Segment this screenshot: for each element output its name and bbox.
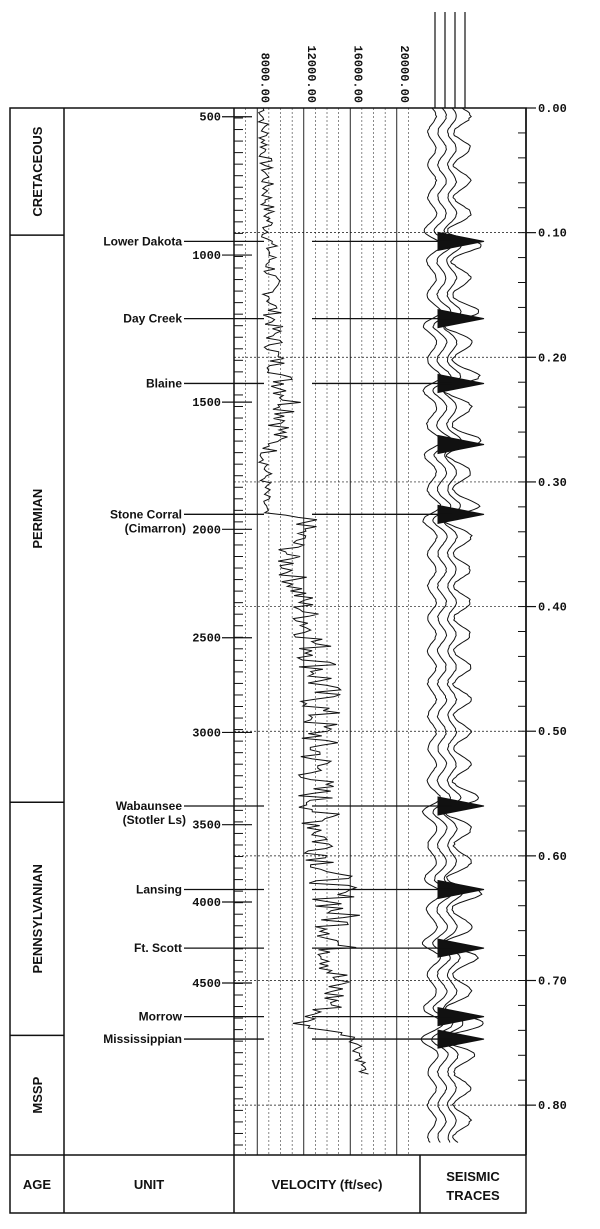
time-tick-label: 0.20 <box>538 351 567 365</box>
header-unit: UNIT <box>134 1177 164 1192</box>
velocity-log-curve <box>257 107 369 1075</box>
unit-label: Stone Corral <box>110 507 182 521</box>
age-label: CRETACEOUS <box>30 126 45 216</box>
header-age: AGE <box>23 1177 52 1192</box>
seismic-peak-fill <box>437 434 485 455</box>
unit-label: Morrow <box>139 1010 183 1024</box>
unit-label: Day Creek <box>123 312 182 326</box>
time-tick-label: 0.50 <box>538 725 567 739</box>
unit-label: Lansing <box>136 883 182 897</box>
velocity-tick-label: 16000.00 <box>350 45 364 103</box>
depth-tick-label: 500 <box>199 111 221 125</box>
depth-tick-label: 4500 <box>192 977 221 991</box>
age-label: PERMIAN <box>30 489 45 549</box>
depth-tick-label: 3500 <box>192 819 221 833</box>
header-traces: TRACES <box>446 1188 500 1203</box>
seismic-trace <box>420 107 444 1143</box>
time-tick-label: 0.30 <box>538 476 567 490</box>
header-seismic: SEISMIC <box>446 1169 500 1184</box>
seismic-trace <box>438 107 484 1143</box>
time-tick-label: 0.40 <box>538 601 567 615</box>
text-layer: CRETACEOUS PERMIAN PENNSYLVANIAN MSSP AGE UNI… <box>23 45 567 1203</box>
depth-tick-label: 4000 <box>192 896 221 910</box>
time-tick-label: 0.00 <box>538 102 567 116</box>
velocity-log-layer <box>257 107 369 1075</box>
depth-tick-label: 3000 <box>192 726 221 740</box>
age-label: MSSP <box>30 1076 45 1113</box>
frame-layer <box>9 107 527 1214</box>
grid-layer <box>234 107 536 1155</box>
header-velocity: VELOCITY (ft/sec) <box>271 1177 382 1192</box>
depth-tick-label: 2500 <box>192 632 221 646</box>
velocity-tick-label: 20000.00 <box>397 45 411 103</box>
unit-sublabel: (Cimarron) <box>125 521 186 535</box>
depth-tick-label: 2000 <box>192 523 221 537</box>
velocity-tick-label: 8000.00 <box>257 53 271 103</box>
unit-label: Lower Dakota <box>103 234 182 248</box>
unit-sublabel: (Stotler Ls) <box>123 813 186 827</box>
depth-tick-label: 1000 <box>192 249 221 263</box>
time-tick-label: 0.10 <box>538 227 567 241</box>
time-tick-label: 0.70 <box>538 975 567 989</box>
unit-label: Blaine <box>146 376 182 390</box>
seismic-trace <box>440 107 464 1143</box>
seismic-trace <box>431 107 454 1143</box>
depth-tick-label: 1500 <box>192 396 221 410</box>
velocity-tick-label: 12000.00 <box>304 45 318 103</box>
unit-label: Wabaunsee <box>116 799 183 813</box>
unit-label: Ft. Scott <box>134 941 182 955</box>
time-tick-label: 0.60 <box>538 850 567 864</box>
time-tick-label: 0.80 <box>538 1099 567 1113</box>
unit-label: Mississippian <box>103 1032 182 1046</box>
age-label: PENNSYLVANIAN <box>30 864 45 973</box>
seismic-traces-layer <box>420 12 485 1143</box>
